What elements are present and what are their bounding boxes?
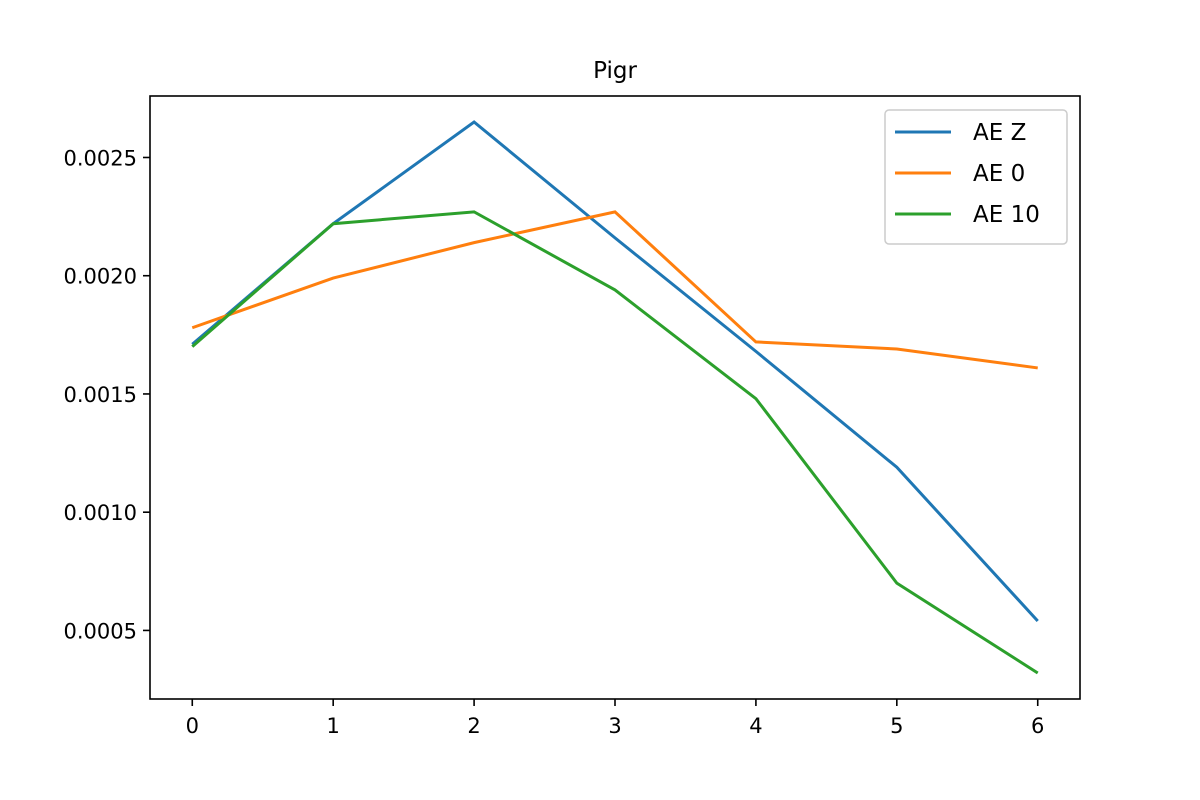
x-tick-label: 3 (608, 714, 621, 738)
legend-label-2: AE 10 (973, 202, 1040, 228)
series-line-1 (191, 210, 1038, 370)
x-tick-label: 6 (1031, 714, 1044, 738)
x-tick-label: 2 (467, 714, 480, 738)
y-tick-label: 0.0025 (64, 146, 137, 170)
chart-title: Pigr (593, 58, 637, 84)
x-tick-label: 5 (890, 714, 903, 738)
legend-box (884, 109, 1068, 245)
x-axis: 0 1 2 3 4 5 6 (186, 699, 1044, 738)
y-tick-label: 0.0015 (64, 383, 137, 407)
plot-lines (191, 120, 1039, 675)
legend-label-1: AE 0 (973, 161, 1025, 187)
y-tick-label: 0.0005 (64, 619, 137, 643)
x-tick-label: 1 (326, 714, 339, 738)
x-tick-label: 0 (186, 714, 199, 738)
legend-label-0: AE Z (973, 120, 1026, 146)
y-axis: 0.0005 0.0010 0.0015 0.0020 0.0025 (64, 146, 150, 643)
y-tick-label: 0.0010 (64, 501, 137, 525)
series-line-2 (191, 210, 1039, 675)
y-tick-label: 0.0020 (64, 265, 137, 289)
legend: AE Z AE 0 AE 10 (884, 109, 1068, 245)
x-tick-label: 4 (749, 714, 762, 738)
